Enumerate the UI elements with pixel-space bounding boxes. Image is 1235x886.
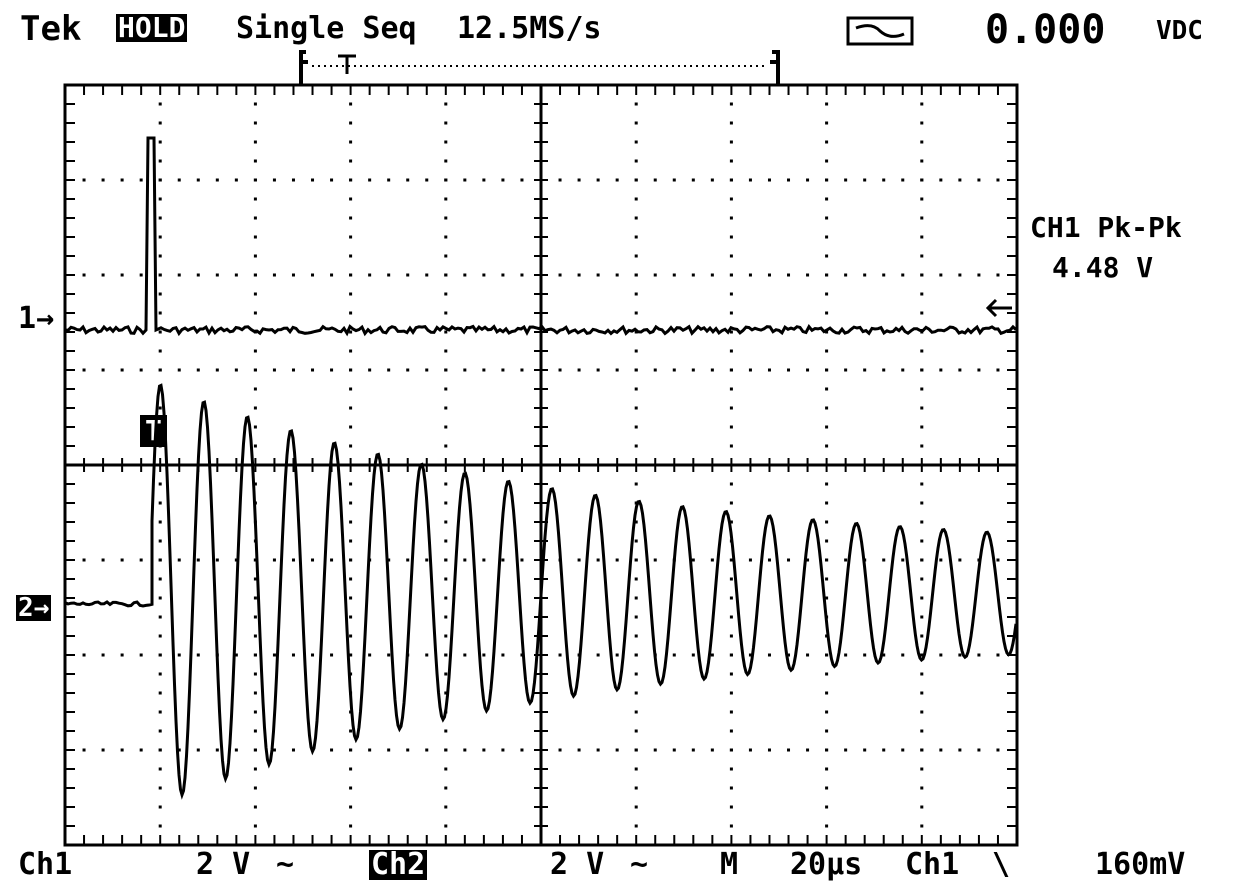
meter-value: 0.000	[985, 7, 1106, 53]
meter-unit: VDC	[1156, 16, 1203, 46]
ch1-label: Ch1	[18, 847, 73, 882]
trigger-source: Ch1	[905, 847, 960, 882]
ch1-waveform	[63, 136, 1018, 337]
measurement-value: 4.48 V	[1052, 251, 1154, 284]
ch2-label: Ch2	[369, 847, 428, 882]
ch2-waveform	[63, 383, 1018, 800]
measurement-label: CH1 Pk-Pk	[1030, 211, 1182, 244]
ch2-scale: 2 V	[550, 847, 605, 882]
ch1-marker: 1→	[18, 301, 55, 336]
hold-badge: HOLD	[116, 11, 188, 44]
trigger-level: 160mV	[1095, 847, 1186, 882]
trigger-marker: T	[140, 415, 167, 447]
record-window-bracket	[299, 50, 780, 84]
ch2-ac-coupling-icon: ~	[630, 847, 649, 882]
graticule	[63, 83, 1019, 847]
trigger-slope-icon: \	[992, 847, 1011, 882]
timebase-mode: M	[720, 847, 739, 882]
timebase: 20µs	[790, 847, 863, 882]
acquisition-mode: Single Seq	[236, 11, 417, 46]
ch2-marker: 2→	[16, 593, 52, 623]
brand-label: Tek	[20, 9, 82, 49]
trigger-level-arrow-icon	[985, 298, 1012, 318]
ch1-ac-coupling-icon: ~	[276, 847, 295, 882]
ch1-scale: 2 V	[196, 847, 251, 882]
sample-rate: 12.5MS/s	[457, 11, 602, 46]
